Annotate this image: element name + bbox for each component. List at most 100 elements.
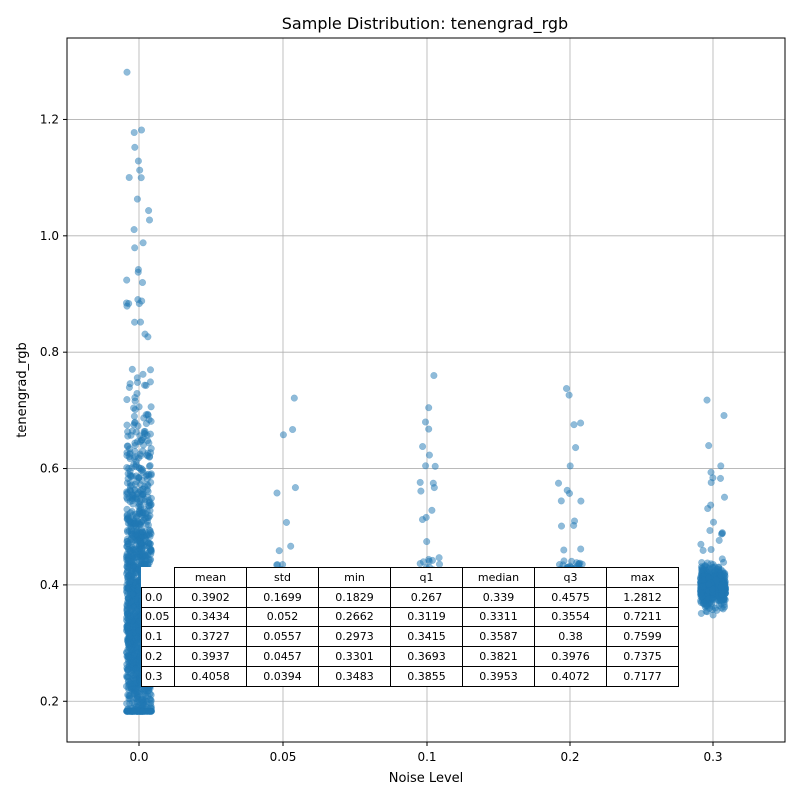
scatter-point [126, 612, 135, 620]
scatter-point [419, 442, 427, 451]
stats-table-cell: 0.2662 [318, 606, 391, 628]
scatter-point [130, 707, 138, 715]
scatter-point [128, 427, 136, 435]
y-tick-label: 0.6 [40, 462, 59, 476]
stats-table-row: 0.3 0.4058 0.0394 0.3483 0.3855 0.3953 0.4072 0… [141, 665, 679, 687]
scatter-point [703, 396, 711, 404]
scatter-point [146, 527, 154, 535]
scatter-point [708, 606, 717, 614]
scatter-point [123, 512, 131, 520]
scatter-point [139, 239, 147, 247]
stats-table-cell: 0.38 [534, 626, 607, 648]
scatter-point [129, 562, 137, 570]
scatter-point [128, 365, 136, 373]
scatter-point [707, 501, 715, 509]
scatter-point [133, 490, 141, 498]
scatter-point [570, 421, 578, 429]
scatter-point [144, 411, 152, 419]
plot-frame [66, 37, 786, 743]
scatter-point [554, 479, 563, 487]
scatter-point [123, 587, 132, 595]
y-tick-label: 0.8 [40, 345, 59, 359]
scatter-point [147, 546, 155, 554]
scatter-point [707, 545, 715, 554]
scatter-point [140, 509, 148, 517]
scatter-point [273, 489, 281, 497]
scatter-point [143, 451, 151, 459]
scatter-point [146, 430, 154, 438]
scatter-point [699, 546, 707, 554]
x-tick-label: 0.1 [417, 750, 436, 764]
scatter-point [560, 546, 568, 554]
stats-table-row-label: 0.05 [141, 606, 175, 628]
scatter-point [131, 143, 139, 151]
scatter-point [130, 404, 138, 412]
scatter-point [130, 551, 138, 559]
stats-table-cell: 0.3301 [318, 646, 391, 667]
scatter-point [147, 403, 155, 411]
scatter-point [720, 411, 728, 420]
scatter-point [129, 683, 137, 691]
scatter-point [707, 478, 715, 487]
scatter-point [137, 174, 145, 182]
scatter-point [139, 707, 147, 715]
scatter-point [562, 384, 571, 393]
scatter-point [428, 506, 436, 514]
scatter-point [133, 195, 141, 203]
stats-table-cell: 0.339 [462, 586, 535, 608]
scatter-point [144, 692, 152, 700]
scatter-point [145, 499, 153, 507]
scatter-point [425, 451, 433, 459]
scatter-point [141, 381, 149, 389]
stats-table-row-label: 0.3 [141, 665, 175, 687]
scatter-point [717, 571, 725, 579]
stats-table-cell: 0.0557 [246, 626, 319, 648]
stats-table-row: 0.2 0.3937 0.0457 0.3301 0.3693 0.3821 0.3976 0… [141, 646, 679, 667]
scatter-point [577, 497, 585, 505]
scatter-point [125, 173, 133, 182]
scatter-point [565, 391, 573, 399]
scatter-point [124, 540, 132, 548]
scatter-point [282, 518, 291, 526]
stats-table-cell: 0.3855 [390, 665, 463, 687]
x-tick-label: 0.3 [703, 750, 722, 764]
scatter-point [577, 545, 585, 553]
scatter-point [557, 497, 565, 505]
scatter-point [697, 540, 705, 548]
stats-table-corner [142, 568, 175, 588]
x-axis-ticks: 0.0 0.05 0.1 0.2 0.3 [129, 742, 723, 764]
scatter-point [130, 128, 138, 137]
stats-table-cell: 0.4058 [174, 665, 247, 687]
scatter-point [290, 394, 298, 402]
scatter-point [417, 487, 425, 495]
stats-table-header-row: mean std min q1 median q3 max [142, 567, 679, 588]
scatter-point [705, 580, 713, 588]
scatter-point [125, 546, 133, 554]
scatter-point [132, 665, 140, 673]
scatter-point [139, 516, 148, 524]
stats-table-row-label: 0.2 [141, 646, 175, 667]
scatter-point [132, 472, 140, 480]
stats-table-cell: 0.3483 [318, 665, 391, 687]
scatter-point [126, 577, 134, 586]
scatter-point [146, 366, 155, 374]
scatter-point [136, 166, 144, 174]
scatter-point [711, 567, 719, 575]
scatter-point [123, 602, 131, 610]
scatter-point [697, 609, 705, 617]
scatter-point [717, 530, 726, 538]
scatter-point [429, 479, 437, 487]
scatter-point [707, 560, 715, 568]
scatter-point [143, 703, 151, 711]
x-axis-label: Noise Level [389, 771, 464, 786]
scatter-point [287, 542, 295, 550]
stats-table-cell: 0.1829 [318, 586, 391, 608]
scatter-point [425, 555, 433, 563]
stats-table-column-header: q3 [534, 567, 607, 588]
stats-table-row-label: 0.1 [141, 626, 175, 648]
scatter-point [124, 666, 132, 674]
scatter-point [698, 558, 706, 567]
scatter-point [125, 383, 133, 391]
scatter-point [139, 552, 147, 560]
stats-table-row: 0.1 0.3727 0.0557 0.2973 0.3415 0.3587 0.38 0.7… [141, 626, 679, 648]
